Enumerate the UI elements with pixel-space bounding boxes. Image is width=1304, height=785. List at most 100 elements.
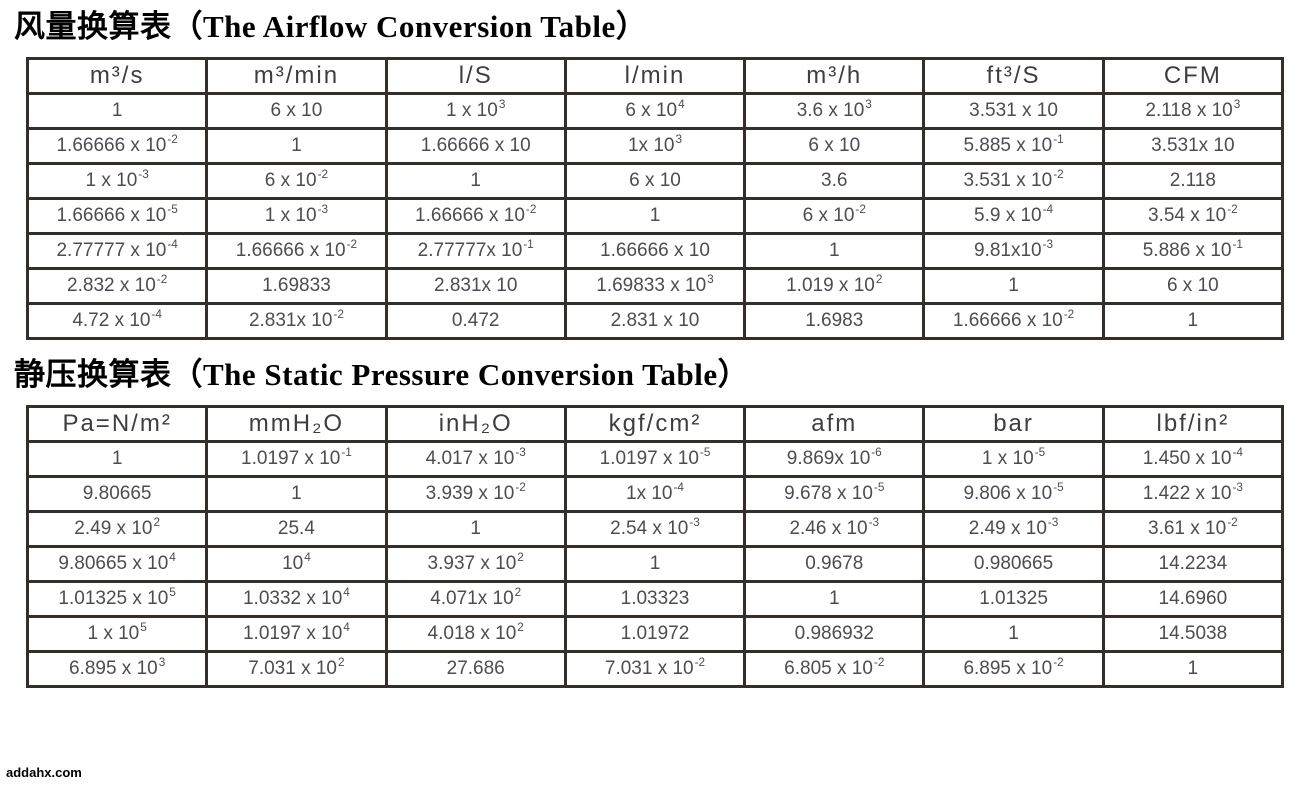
table-cell: 6.895 x 103	[25, 649, 209, 688]
exponent: -2	[1227, 516, 1238, 530]
table-row: 9.80665 1 3.939 x 10-2 1x 10-4 9.678 x 10-5 9…	[25, 474, 1285, 513]
exponent: -2	[156, 273, 168, 287]
table-cell: 1.66666 x 10	[384, 126, 567, 165]
exponent: 2	[517, 551, 524, 565]
exponent: -3	[868, 516, 880, 530]
table-row: 1.66666 x 10-5 1 x 10-3 1.66666 x 10-2 1 6 x…	[25, 196, 1285, 235]
table-cell: 2.77777 x 10-4	[25, 231, 209, 270]
column-header: bar	[922, 404, 1105, 443]
table-cell: 1.0197 x 10-5	[563, 439, 747, 478]
table-cell: 3.531 x 10-2	[922, 161, 1105, 200]
table-cell: 2.49 x 102	[25, 509, 209, 548]
exponent: 2	[338, 656, 345, 670]
exponent: -1	[523, 238, 534, 252]
exponent: -4	[673, 481, 684, 495]
table-cell: 9.80665	[25, 474, 209, 513]
table-cell: 3.939 x 10-2	[384, 474, 567, 513]
exponent: -3	[689, 516, 700, 530]
table-cell: 1.66666 x 10	[563, 231, 747, 270]
exponent: 3	[675, 133, 682, 147]
exponent: -1	[1232, 238, 1243, 252]
exponent: -5	[873, 481, 885, 495]
table-cell: 9.869x 10-6	[743, 439, 926, 478]
table-cell: 2.831x 10	[384, 266, 567, 305]
table-cell: 0.980665	[922, 544, 1105, 583]
table-cell: 2.118	[1101, 161, 1285, 200]
table-cell: 1.450 x 10-4	[1101, 439, 1285, 478]
table-cell: 3.54 x 10-2	[1101, 196, 1285, 235]
table-cell: 6 x 10	[743, 126, 926, 165]
table-cell: 3.6	[743, 161, 926, 200]
exponent: 4	[343, 621, 350, 635]
table-cell: 3.61 x 10-2	[1101, 509, 1285, 548]
table-cell: 5.885 x 10-1	[922, 126, 1105, 165]
table-cell: 2.77777x 10-1	[384, 231, 567, 270]
table-cell: 2.832 x 10-2	[25, 266, 209, 305]
table-cell: 6 x 10	[205, 91, 388, 130]
table-cell: 1.019 x 102	[743, 266, 926, 305]
table-cell: 9.80665 x 104	[25, 544, 209, 583]
table-cell: 14.2234	[1101, 544, 1285, 583]
table-cell: 6 x 10	[563, 161, 747, 200]
column-header: ft³/S	[922, 56, 1105, 95]
exponent: -1	[341, 446, 352, 460]
table-cell: 4.018 x 102	[384, 614, 567, 653]
table-cell: 0.9678	[743, 544, 926, 583]
column-header: Pa=N/m²	[25, 404, 209, 443]
exponent: -5	[1053, 481, 1064, 495]
exponent: -4	[1232, 446, 1243, 460]
airflow-table-title: 风量换算表（The Airflow Conversion Table）	[14, 9, 648, 44]
table-cell: 2.118 x 103	[1101, 91, 1285, 130]
table-cell: 1	[205, 474, 388, 513]
exponent: -2	[346, 238, 358, 252]
table-cell: 1.01325	[922, 579, 1105, 618]
table-cell: 4.72 x 10-4	[25, 301, 209, 340]
table-cell: 1	[563, 196, 747, 235]
table-cell: 9.806 x 10-5	[922, 474, 1105, 513]
table-cell: 1	[922, 614, 1105, 653]
exponent: -2	[1053, 656, 1064, 670]
column-header: l/S	[384, 56, 567, 95]
exponent: -2	[1063, 308, 1075, 322]
table-cell: 5.9 x 10-4	[922, 196, 1105, 235]
table-cell: 1.66666 x 10-2	[25, 126, 209, 165]
column-header: m³/h	[743, 56, 926, 95]
exponent: -5	[1034, 446, 1046, 460]
table-row: 1 x 10-3 6 x 10-2 1 6 x 10 3.6 3.531 x 10-2 2.…	[25, 161, 1285, 200]
table-cell: 5.886 x 10-1	[1101, 231, 1285, 270]
exponent: -3	[1232, 481, 1243, 495]
table-cell: 1x 103	[563, 126, 747, 165]
exponent: -3	[138, 168, 149, 182]
watermark: addahx.com	[6, 765, 82, 780]
table-cell: 1	[205, 126, 388, 165]
exponent: 3	[1233, 98, 1241, 112]
exponent: 3	[707, 273, 714, 287]
exponent: -3	[1047, 516, 1059, 530]
table-row: 6.895 x 103 7.031 x 102 27.686 7.031 x 10-2…	[25, 649, 1285, 688]
exponent: -2	[333, 308, 344, 322]
table-cell: 0.472	[384, 301, 567, 340]
table-cell: 1.0197 x 10-1	[205, 439, 388, 478]
exponent: -2	[167, 133, 178, 147]
table-cell: 2.831x 10-2	[205, 301, 388, 340]
table-cell: 1.66666 x 10-2	[922, 301, 1105, 340]
table-cell: 104	[205, 544, 388, 583]
table-cell: 1x 10-4	[563, 474, 747, 513]
exponent: 5	[169, 586, 176, 600]
table-row: 2.49 x 102 25.4 1 2.54 x 10-3 2.46 x 10-3 2.4…	[25, 509, 1285, 548]
table-cell: 25.4	[205, 509, 388, 548]
exponent: -3	[1042, 238, 1054, 252]
table-cell: 2.46 x 10-3	[743, 509, 926, 548]
exponent: 4	[304, 551, 311, 565]
table-cell: 1 x 103	[384, 91, 567, 130]
static-pressure-table-title: 静压换算表（The Static Pressure Conversion Tab…	[14, 356, 750, 392]
table-cell: 1 x 10-3	[25, 161, 209, 200]
table-cell: 3.531x 10	[1101, 126, 1285, 165]
table-cell: 1 x 10-5	[922, 439, 1105, 478]
table-cell: 1.422 x 10-3	[1101, 474, 1285, 513]
table-cell: 2.831 x 10	[563, 301, 747, 340]
